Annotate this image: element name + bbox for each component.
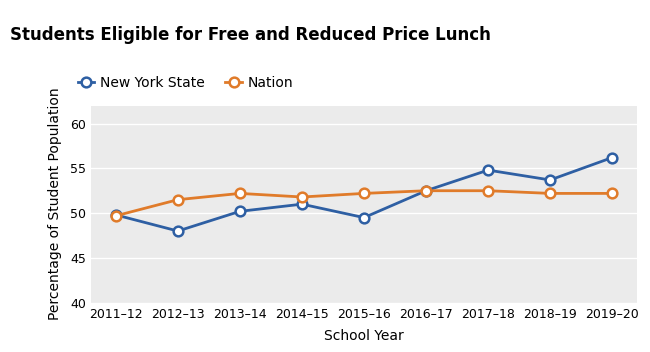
New York State: [298, 202, 306, 206]
Nation: [484, 189, 492, 193]
Nation: [422, 189, 430, 193]
Nation: [546, 191, 554, 195]
Nation: [298, 195, 306, 199]
Nation: [360, 191, 368, 195]
Line: Nation: Nation: [111, 186, 617, 221]
Text: Students Eligible for Free and Reduced Price Lunch: Students Eligible for Free and Reduced P…: [10, 26, 491, 44]
Line: New York State: New York State: [111, 153, 617, 236]
New York State: [546, 178, 554, 182]
New York State: [112, 213, 120, 217]
X-axis label: School Year: School Year: [324, 329, 404, 343]
Y-axis label: Percentage of Student Population: Percentage of Student Population: [48, 88, 62, 320]
Legend: New York State, Nation: New York State, Nation: [72, 70, 299, 95]
New York State: [422, 189, 430, 193]
New York State: [360, 215, 368, 220]
New York State: [174, 229, 182, 233]
New York State: [608, 156, 616, 160]
New York State: [236, 209, 244, 213]
New York State: [484, 168, 492, 172]
Nation: [608, 191, 616, 195]
Nation: [236, 191, 244, 195]
Nation: [112, 214, 120, 218]
Nation: [174, 197, 182, 202]
